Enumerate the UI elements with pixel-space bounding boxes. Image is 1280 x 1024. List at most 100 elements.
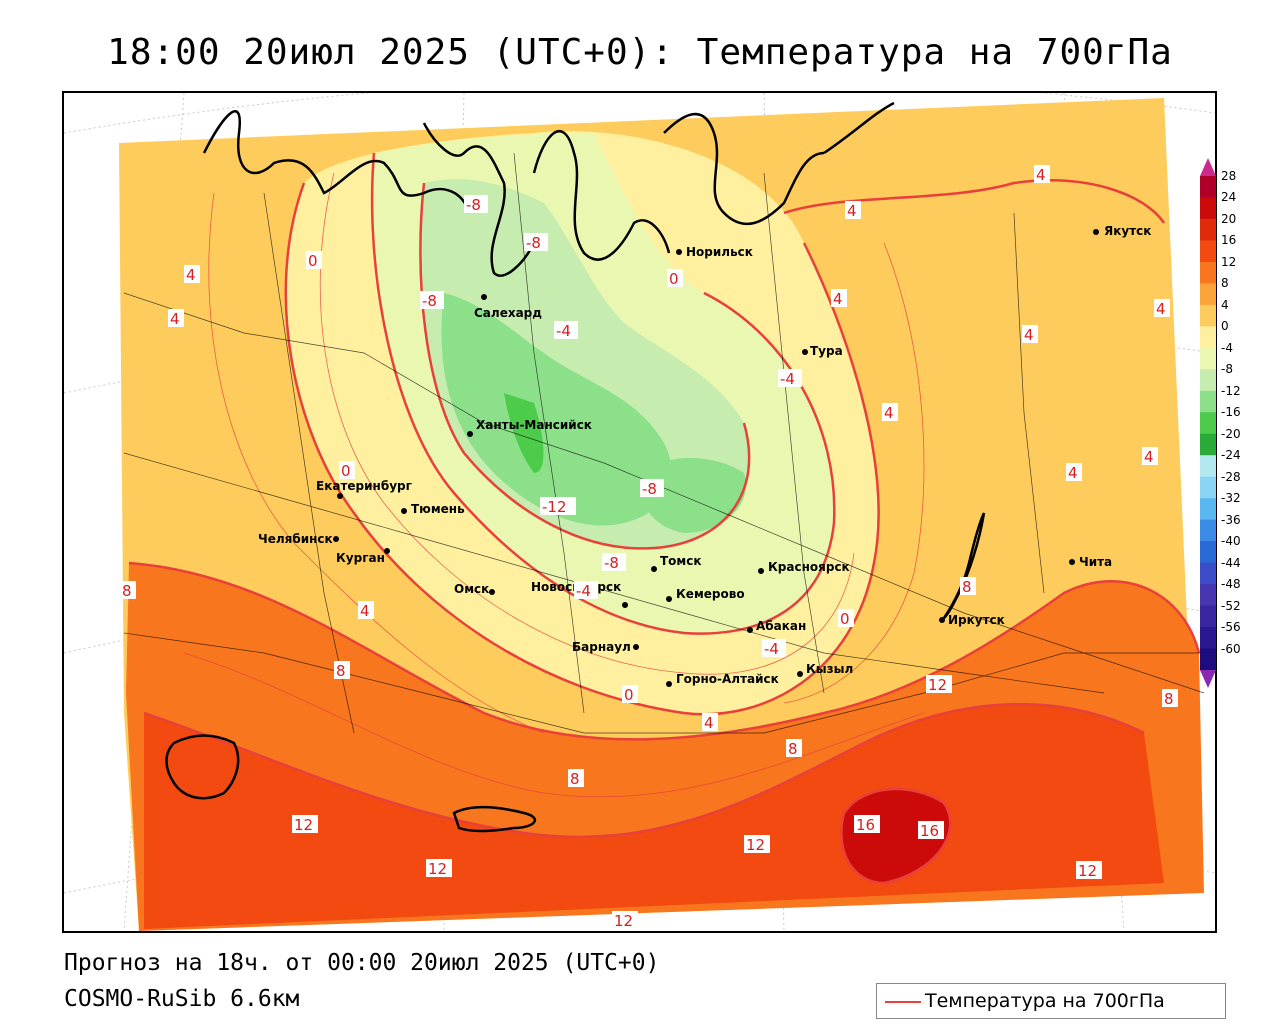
isotherm-label: 4	[845, 201, 861, 220]
svg-text:16: 16	[856, 816, 875, 834]
isotherm-label: 8	[786, 739, 802, 758]
colorbar-tick-label: 28	[1221, 169, 1237, 183]
svg-text:0: 0	[840, 610, 850, 628]
isotherm-label: -4	[574, 581, 598, 600]
colorbar-tick-label: -16	[1221, 405, 1241, 420]
colorbar-cell	[1200, 455, 1216, 478]
city-label: Тура	[810, 344, 843, 358]
isotherm-label: 4	[184, 265, 200, 284]
colorbar-bottom-arrow	[1200, 670, 1216, 688]
svg-text:0: 0	[341, 462, 351, 480]
isotherm-label: 16	[854, 815, 880, 834]
colorbar-tick-label: -28	[1221, 469, 1241, 484]
city-label: Тюмень	[411, 502, 465, 516]
city-label: Томск	[660, 554, 702, 568]
svg-text:4: 4	[704, 714, 714, 732]
svg-text:4: 4	[170, 310, 180, 328]
city-label: Иркутск	[948, 613, 1005, 627]
svg-text:4: 4	[186, 266, 196, 284]
colorbar-cell	[1200, 176, 1216, 198]
svg-text:4: 4	[1036, 166, 1046, 184]
temperature-map: Норильск Якутск Салехард Тура Ханты-Манс…	[64, 93, 1215, 931]
city-label: Курган	[336, 551, 385, 565]
colorbar-tick-label: -60	[1221, 641, 1241, 656]
isotherm-label: 4	[1066, 463, 1082, 482]
colorbar-cell	[1200, 519, 1216, 542]
svg-text:12: 12	[746, 836, 765, 854]
svg-text:4: 4	[884, 404, 894, 422]
colorbar-cell	[1200, 627, 1216, 650]
isotherm-label: -4	[778, 369, 802, 388]
isotherm-label: 4	[358, 601, 374, 620]
colorbar-tick-label: -40	[1221, 534, 1241, 549]
colorbar-cell	[1200, 218, 1216, 241]
colorbar-tick-label: 0	[1221, 319, 1229, 334]
isotherm-label: 0	[339, 461, 355, 480]
isotherm-label: 12	[1076, 861, 1102, 880]
isotherm-label: 4	[1154, 299, 1170, 318]
colorbar-cell	[1200, 541, 1216, 564]
map-panel: Норильск Якутск Салехард Тура Ханты-Манс…	[62, 91, 1217, 933]
colorbar-cell	[1200, 584, 1216, 607]
colorbar-cell	[1200, 347, 1216, 370]
isotherm-label: 12	[926, 675, 952, 694]
colorbar-tick-label: 16	[1221, 233, 1237, 248]
svg-text:0: 0	[624, 686, 634, 704]
svg-text:16: 16	[920, 822, 939, 840]
svg-text:8: 8	[962, 578, 972, 596]
svg-text:-8: -8	[422, 292, 437, 310]
colorbar-tick-label: 8	[1221, 276, 1229, 291]
isotherm-label: -12	[540, 497, 576, 516]
city-label: Барнаул	[572, 640, 631, 654]
svg-text:8: 8	[1164, 690, 1174, 708]
city-label: Норильск	[686, 245, 753, 259]
colorbar-tick-label: 12	[1221, 254, 1237, 269]
svg-text:-12: -12	[542, 498, 567, 516]
colorbar-tick-label: -12	[1221, 383, 1241, 398]
city-label: Горно-Алтайск	[676, 672, 779, 686]
colorbar-tick-label: 20	[1221, 211, 1237, 226]
city-label: Челябинск	[258, 532, 333, 546]
isotherm-labels: -8 -8 -8 -4 -4 -12 -8 -8 -4 -4 0 0 0 0 0…	[120, 165, 1178, 930]
field-minus12-minus8-east	[641, 458, 746, 533]
svg-text:4: 4	[847, 202, 857, 220]
colorbar-cell	[1200, 326, 1216, 349]
colorbar-tick-label: -44	[1221, 555, 1241, 570]
colorbar-tick-label: -20	[1221, 426, 1241, 441]
isotherm-label: -4	[762, 639, 786, 658]
city-label: Салехард	[474, 306, 542, 320]
svg-text:8: 8	[336, 662, 346, 680]
colorbar-cell	[1200, 304, 1216, 327]
legend: Температура на 700гПа	[876, 983, 1226, 1019]
colorbar-tick-label: -24	[1221, 448, 1241, 463]
isotherm-label: -8	[420, 291, 444, 310]
svg-text:-4: -4	[576, 582, 591, 600]
isotherm-label: 16	[918, 821, 944, 840]
colorbar-tick-label: -48	[1221, 577, 1241, 592]
isotherm-label: 4	[882, 403, 898, 422]
isotherm-label: 4	[168, 309, 184, 328]
colorbar-cell	[1200, 261, 1216, 284]
colorbar-cell	[1200, 433, 1216, 456]
city-label: Кемерово	[676, 587, 745, 601]
forecast-caption: Прогноз на 18ч. от 00:00 20июл 2025 (UTC…	[64, 950, 660, 976]
legend-line-swatch	[885, 1001, 921, 1003]
svg-text:12: 12	[428, 860, 447, 878]
isotherm-label: 0	[622, 685, 638, 704]
colorbar-tick-label: -36	[1221, 512, 1241, 527]
colorbar-cell	[1200, 197, 1216, 220]
svg-text:-4: -4	[556, 322, 571, 340]
isotherm-label: 12	[292, 815, 318, 834]
field-minus16-minus12	[504, 393, 544, 473]
svg-text:4: 4	[1156, 300, 1166, 318]
svg-text:-8: -8	[642, 480, 657, 498]
svg-text:4: 4	[1068, 464, 1078, 482]
svg-text:12: 12	[1078, 862, 1097, 880]
isotherm-label: 12	[744, 835, 770, 854]
svg-text:-8: -8	[526, 234, 541, 252]
svg-text:8: 8	[122, 582, 132, 600]
isotherm-label: -8	[464, 195, 488, 214]
isotherm-label: 4	[1022, 325, 1038, 344]
colorbar-cell	[1200, 240, 1216, 263]
isotherm-label: 8	[568, 769, 584, 788]
